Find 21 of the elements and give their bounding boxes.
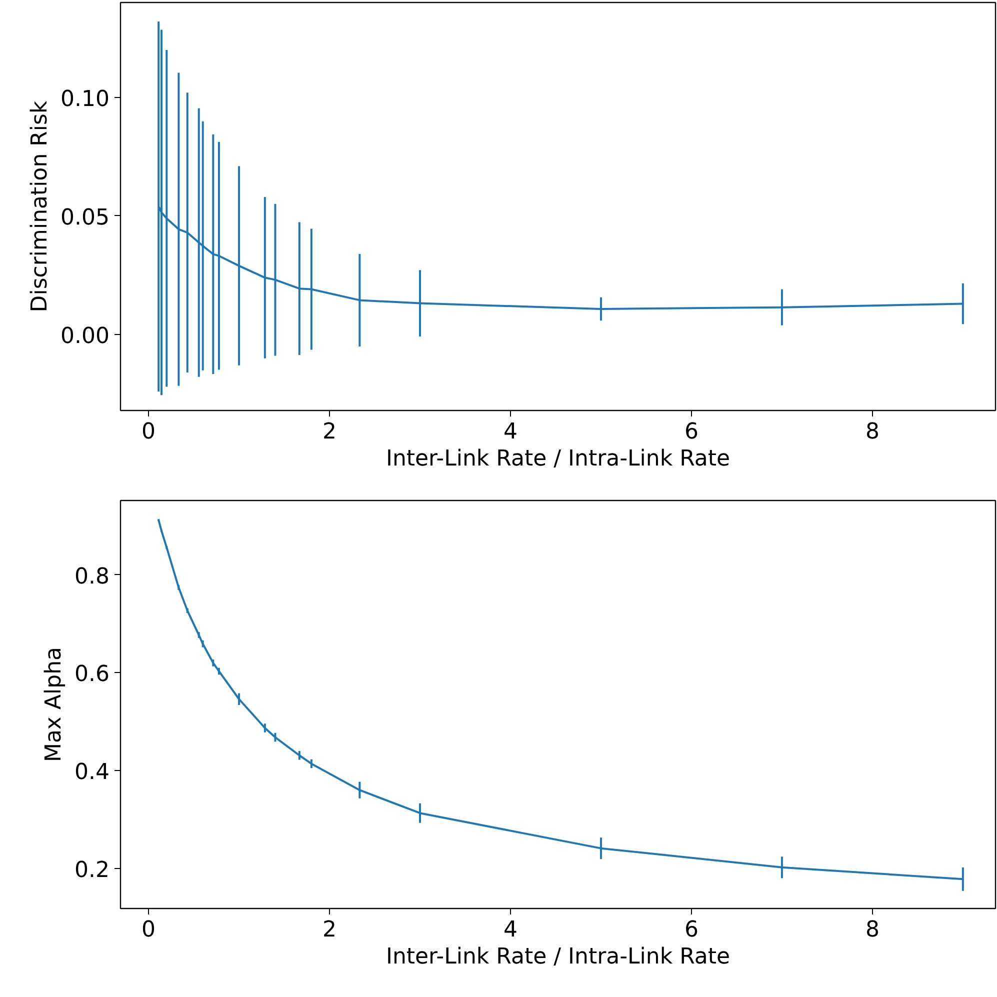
- y-axis-title: Max Alpha: [42, 646, 67, 762]
- x-tick-label: 0: [142, 420, 156, 444]
- y-tick-label: 0.8: [74, 564, 110, 590]
- x-tick-label: 6: [684, 918, 698, 942]
- y-tick-label: 0.2: [74, 858, 110, 883]
- y-tick-label: 0.4: [74, 760, 110, 786]
- x-tick-label: 2: [322, 420, 337, 444]
- y-tick-label: 0.05: [60, 205, 110, 230]
- x-axis-title: Inter-Link Rate / Intra-Link Rate: [386, 944, 730, 970]
- y-axis-title: Discrimination Risk: [28, 100, 53, 312]
- y-tick-label: 0.6: [74, 662, 110, 688]
- x-tick-label: 8: [865, 918, 880, 942]
- x-tick-label: 4: [503, 420, 518, 444]
- x-tick-label: 4: [503, 918, 518, 942]
- y-tick-label: 0.00: [60, 324, 110, 350]
- x-tick-label: 2: [322, 918, 337, 942]
- x-tick-label: 8: [865, 420, 880, 444]
- y-tick-label: 0.10: [60, 86, 110, 112]
- x-axis-title: Inter-Link Rate / Intra-Link Rate: [386, 446, 730, 472]
- x-tick-label: 6: [684, 420, 698, 444]
- x-tick-label: 0: [142, 918, 156, 942]
